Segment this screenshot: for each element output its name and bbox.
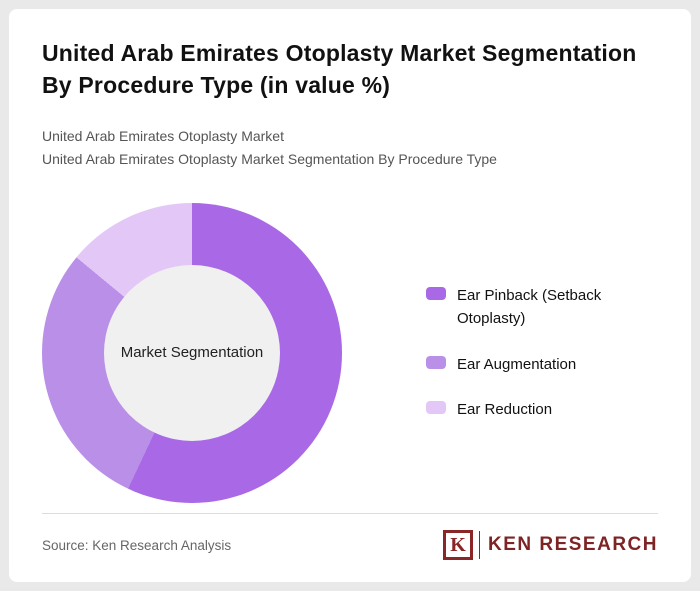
ken-research-k-icon: K <box>442 530 473 560</box>
legend-swatch-ear-pinback <box>426 287 446 301</box>
chart-legend: Ear Pinback (Setback Otoplasty) Ear Augm… <box>426 284 622 421</box>
footer-divider <box>42 513 658 514</box>
chart-card: United Arab Emirates Otoplasty Market Se… <box>9 9 691 582</box>
legend-label-ear-reduction: Ear Reduction <box>457 400 553 418</box>
legend-item: Ear Pinback (Setback Otoplasty) <box>426 284 622 331</box>
legend-label-ear-pinback: Ear Pinback (Setback Otoplasty) <box>457 287 602 328</box>
donut-center: Market Segmentation <box>104 264 280 441</box>
legend-swatch-ear-augmentation <box>426 355 446 369</box>
subtitle-segmentation: United Arab Emirates Otoplasty Market Se… <box>42 151 497 168</box>
legend-swatch-ear-reduction <box>426 400 446 414</box>
footer: Source: Ken Research Analysis K KEN RESE… <box>42 513 658 560</box>
chart-area: Market Segmentation Ear Pinback (Setback… <box>42 202 658 504</box>
legend-item: Ear Augmentation <box>426 353 622 376</box>
page-title: United Arab Emirates Otoplasty Market Se… <box>42 40 637 99</box>
legend-item: Ear Reduction <box>426 398 622 421</box>
subtitle-block: United Arab Emirates Otoplasty Market Un… <box>42 125 658 171</box>
donut-center-label: Market Segmentation <box>120 344 264 362</box>
logo-text: KEN RESEARCH <box>487 534 658 555</box>
logo-separator <box>478 531 480 559</box>
ken-research-logo: K KEN RESEARCH <box>442 530 658 560</box>
donut-chart-wrapper: Market Segmentation <box>42 202 342 503</box>
source-text: Source: Ken Research Analysis <box>42 537 232 553</box>
subtitle-market: United Arab Emirates Otoplasty Market <box>42 128 284 145</box>
legend-label-ear-augmentation: Ear Augmentation <box>457 355 577 373</box>
